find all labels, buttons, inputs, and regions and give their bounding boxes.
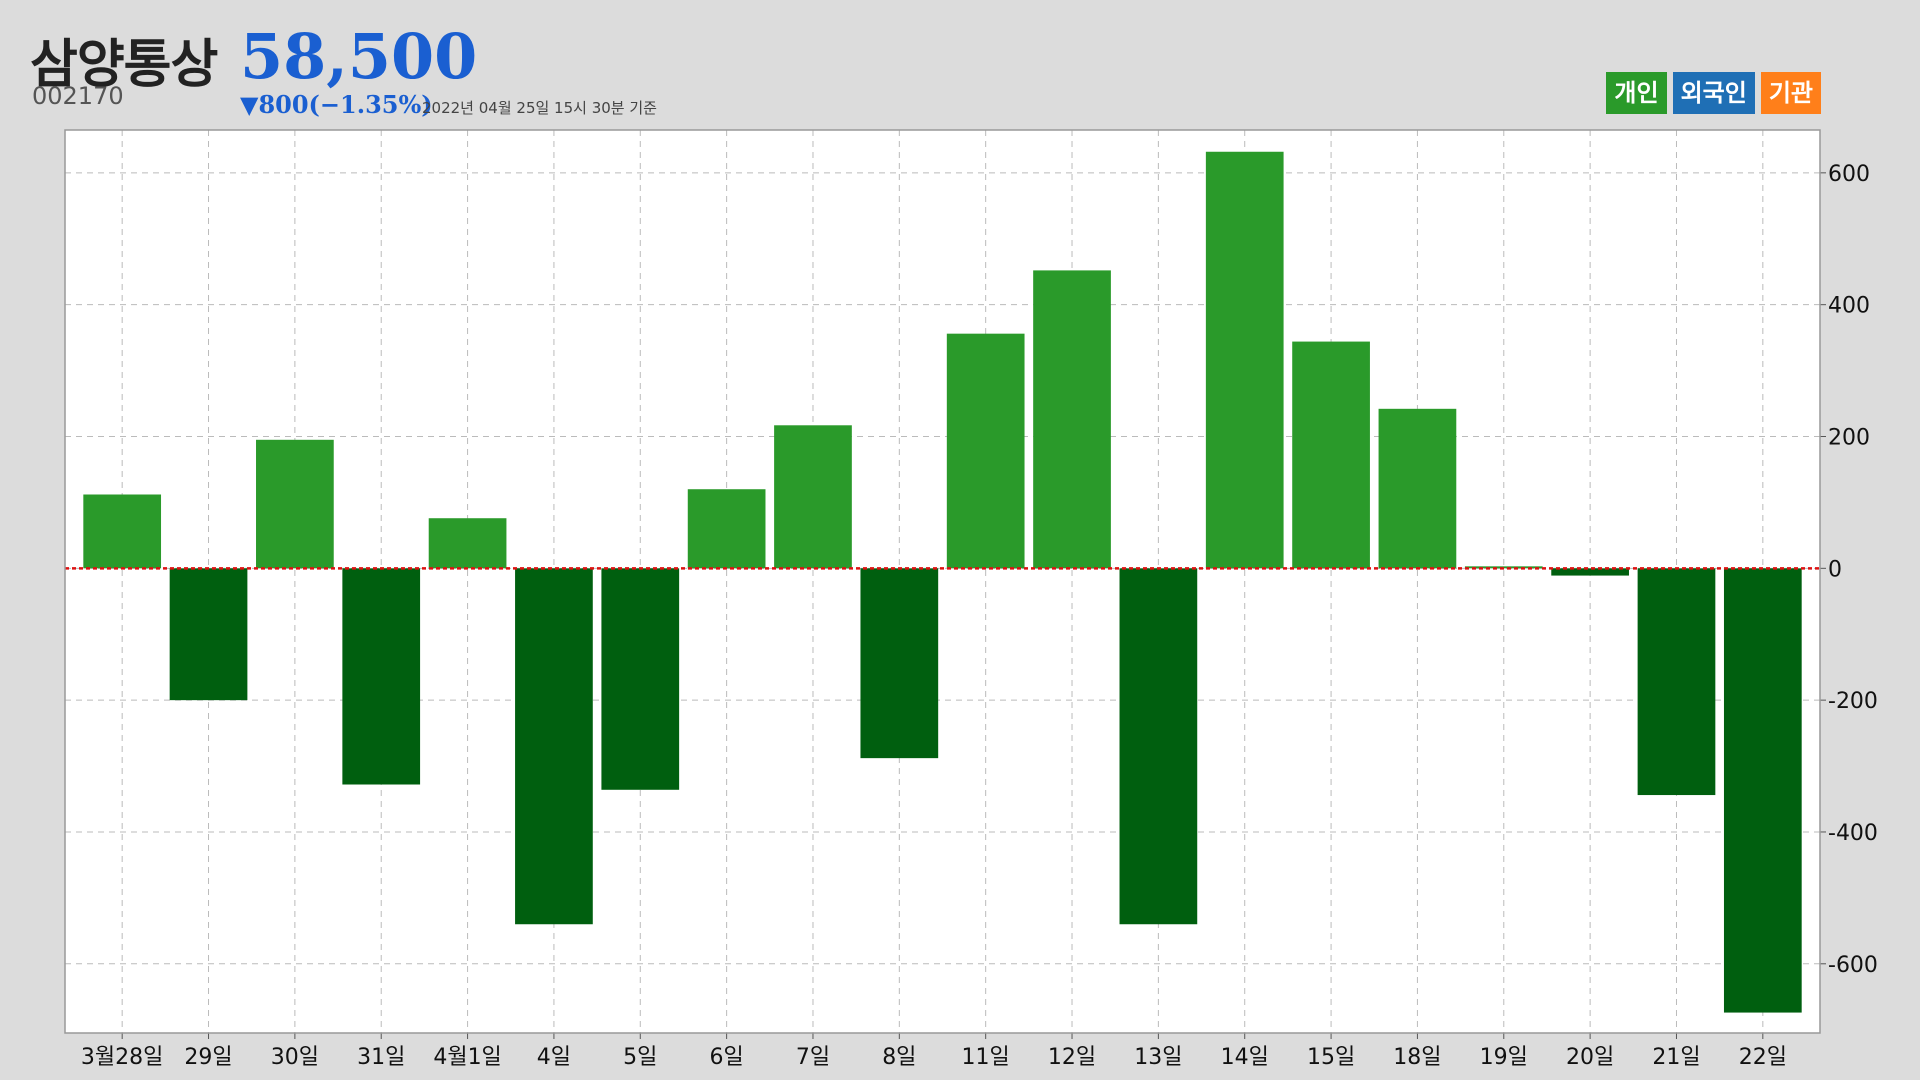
plot-frame (64, 129, 1821, 1034)
x-tick-label: 31일 (357, 1045, 405, 1070)
bar-4일[interactable] (515, 568, 593, 925)
bar-21일[interactable] (1637, 568, 1716, 796)
x-tick-label: 6일 (710, 1045, 744, 1070)
x-tick-label: 5일 (623, 1045, 657, 1070)
bar-29일[interactable] (169, 568, 248, 701)
bar-8일[interactable] (860, 568, 939, 759)
price-change: ▼800(−1.35%) (240, 90, 433, 119)
bar-20일[interactable] (1551, 568, 1629, 576)
x-axis: 3월28일 29일 30일 31일 4월1일 4일 5일 6일 7일 8일 11일 12일 13일 14일… (81, 1033, 1787, 1070)
bar-14일[interactable] (1205, 151, 1284, 569)
x-tick-label: 29일 (184, 1045, 232, 1070)
bar-13일[interactable] (1119, 568, 1198, 925)
bar-15일[interactable] (1292, 341, 1370, 569)
bar-22일[interactable] (1723, 568, 1802, 1013)
bar-30일[interactable] (256, 439, 334, 569)
x-tick-label: 4일 (537, 1045, 571, 1070)
x-tick-label: 8일 (882, 1045, 916, 1070)
bar-7일[interactable] (774, 425, 852, 569)
legend-institution[interactable]: 기관 (1760, 72, 1821, 114)
bar-5일[interactable] (601, 568, 680, 790)
bar-4월1일[interactable] (428, 518, 507, 569)
stock-price: 58,500 (240, 20, 478, 93)
timestamp: 2022년 04월 25일 15시 30분 기준 (422, 99, 657, 117)
bar-12일[interactable] (1033, 270, 1111, 569)
x-tick-label: 20일 (1566, 1045, 1614, 1070)
x-tick-label: 12일 (1048, 1045, 1096, 1070)
x-tick-label: 15일 (1307, 1045, 1355, 1070)
x-tick-label: 14일 (1221, 1045, 1269, 1070)
y-tick-label: 400 (1828, 294, 1870, 319)
stock-name: 삼양통상 (30, 35, 218, 95)
plot-area (65, 130, 1820, 1033)
x-tick-label: 11일 (962, 1045, 1010, 1070)
x-tick-label: 30일 (271, 1045, 319, 1070)
x-tick-label: 19일 (1480, 1045, 1528, 1070)
x-tick-label: 13일 (1134, 1045, 1182, 1070)
bar-3월28일[interactable] (83, 494, 162, 569)
bar-6일[interactable] (687, 489, 766, 569)
y-tick-label: 600 (1828, 162, 1870, 187)
y-tick-label: -200 (1828, 689, 1878, 714)
bar-18일[interactable] (1378, 408, 1457, 569)
x-tick-label: 3월28일 (81, 1045, 163, 1070)
y-tick-label: -400 (1828, 821, 1878, 846)
legend: 개인 외국인 기관 (1606, 72, 1821, 114)
y-axis: 600 400 200 0 -200 -400 -600 (1820, 162, 1878, 978)
x-tick-label: 22일 (1739, 1045, 1787, 1070)
legend-foreign[interactable]: 외국인 (1672, 72, 1755, 114)
x-tick-label: 7일 (796, 1045, 830, 1070)
y-tick-label: 200 (1828, 425, 1870, 450)
x-tick-label: 21일 (1652, 1045, 1700, 1070)
y-tick-label: -600 (1828, 953, 1878, 978)
chart-header: 삼양통상 58,500 002170 ▼800(−1.35%) 2022년 04… (0, 0, 1920, 130)
legend-individual[interactable]: 개인 (1606, 72, 1667, 114)
x-tick-label: 4월1일 (433, 1045, 501, 1070)
y-tick-label: 0 (1828, 557, 1842, 582)
bar-11일[interactable] (946, 333, 1025, 569)
x-tick-label: 18일 (1393, 1045, 1441, 1070)
stock-code: 002170 (32, 82, 124, 110)
bars (83, 151, 1802, 1013)
bar-31일[interactable] (342, 568, 421, 785)
